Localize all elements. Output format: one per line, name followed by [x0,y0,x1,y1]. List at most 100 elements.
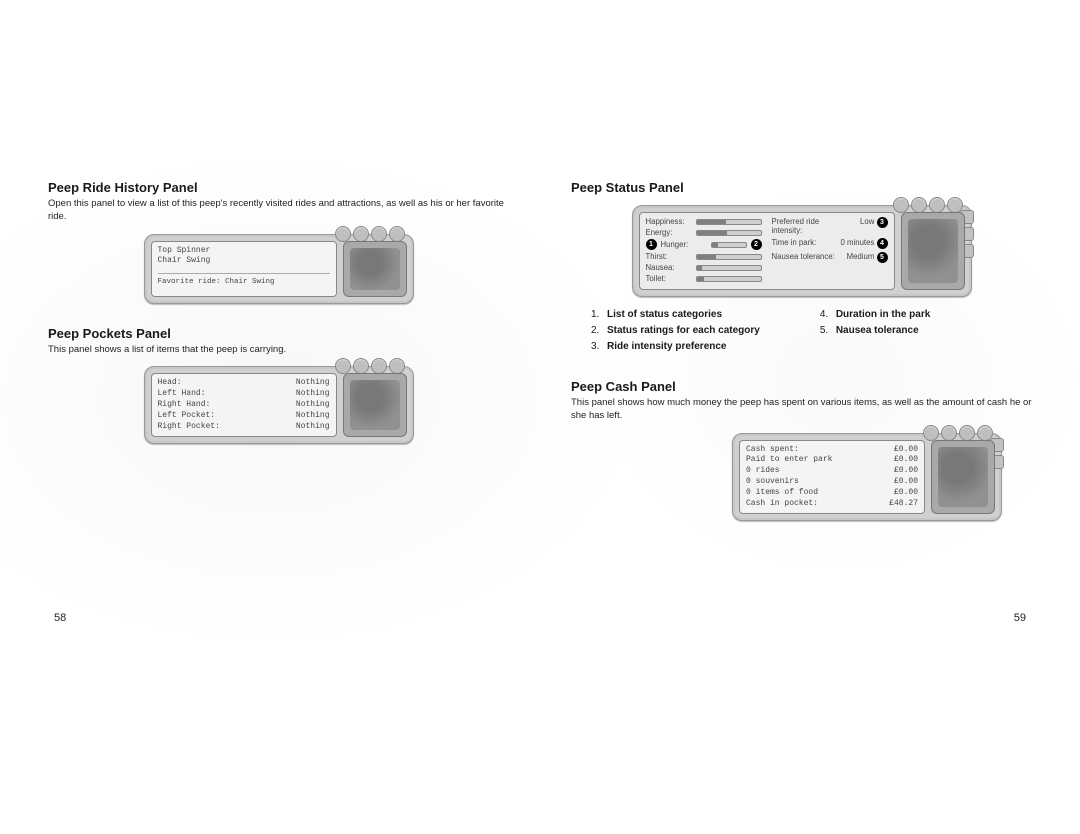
status-bar [696,254,762,260]
cash-val: £48.27 [889,499,918,510]
status-grid: Happiness: Energy: 1 Hunger: 2 Thirst: Nausea:… [639,212,895,290]
status-info-value: 0 minutes 4 [841,238,888,249]
status-bar-row: Energy: [646,228,762,237]
tab-icon [371,358,387,374]
pocket-key: Head: [158,378,182,389]
page-number-right: 59 [1014,612,1026,624]
cash-key: 0 souvenirs [746,477,799,488]
tab-icon [923,425,939,441]
status-info-label: Nausea tolerance: [772,252,835,263]
pocket-key: Left Hand: [158,389,206,400]
callout-2: 2 [751,239,762,250]
status-label: Nausea: [646,263,692,272]
legend-text: Nausea tolerance [836,325,919,336]
pocket-row: Left Hand:Nothing [158,389,330,400]
pockets-desc: This panel shows a list of items that th… [48,344,509,357]
page-number-left: 58 [54,612,66,624]
cash-key: 0 items of food [746,488,818,499]
legend-num: 4. [820,309,836,320]
cash-desc: This panel shows how much money the peep… [571,397,1032,423]
panel-tab-icons [893,197,963,213]
pocket-row: Right Hand: Nothing [158,400,330,411]
pocket-val: Nothing [296,411,330,422]
status-info-row: Time in park: 0 minutes 4 [772,238,888,249]
ride-item: Top Spinner [158,246,211,257]
pocket-row: Right Pocket: Nothing [158,422,330,433]
status-bar-row: Happiness: [646,217,762,226]
legend-item: 3.Ride intensity preference [591,341,760,352]
status-info-value: Low 3 [860,217,887,235]
legend-item: 4.Duration in the park [820,309,930,320]
status-bar [696,265,762,271]
legend-num: 2. [591,325,607,336]
tab-icon [335,358,351,374]
legend-num: 3. [591,341,607,352]
status-label: Energy: [646,228,692,237]
cash-row: Paid to enter park £0.00 [746,455,918,466]
callout-1: 1 [646,239,657,250]
status-info-label: Time in park: [772,238,817,249]
cash-row: 0 souvenirs £0.00 [746,477,918,488]
tab-icon [959,425,975,441]
favorite-ride: Favorite ride: Chair Swing [158,273,330,287]
pockets-section: Peep Pockets Panel This panel shows a li… [48,326,509,445]
cash-section: Peep Cash Panel This panel shows how muc… [571,379,1032,521]
status-info-col: Preferred ride intensity: Low 3 Time in pa… [772,217,888,285]
status-label: Thirst: [646,252,692,261]
status-info-label: Preferred ride intensity: [772,217,842,235]
cash-key: Paid to enter park [746,455,832,466]
status-info-value: Medium 5 [847,252,888,263]
cash-val: £0.00 [894,477,918,488]
pocket-val: Nothing [296,422,330,433]
status-info-row: Nausea tolerance: Medium 5 [772,252,888,263]
status-label: Hunger: [661,240,707,249]
page-right: Peep Status Panel Happiness:Energy:1Hung… [571,180,1032,543]
tab-icon [389,226,405,242]
legend-col: 4.Duration in the park 5.Nausea tolerance [820,309,930,357]
pocket-row: Left Pocket:Nothing [158,411,330,422]
pocket-val: Nothing [296,400,330,411]
page-left: Peep Ride History Panel Open this panel … [48,180,509,543]
legend-col: 1.List of status categories2.Status rati… [591,309,760,357]
legend-item: 2.Status ratings for each category [591,325,760,336]
peep-thumbnail [931,440,995,515]
legend-text: Ride intensity preference [607,341,726,352]
peep-thumbnail [343,373,407,437]
legend-num: 1. [591,309,607,320]
legend-text: Status ratings for each category [607,325,760,336]
ride-history-desc: Open this panel to view a list of this p… [48,198,509,224]
status-bar-row: Thirst: [646,252,762,261]
pocket-key: Right Pocket: [158,422,220,433]
status-legend: 1.List of status categories2.Status rati… [591,309,1032,357]
cash-title: Peep Cash Panel [571,379,1032,394]
tab-icon [941,425,957,441]
status-bar [711,242,747,248]
status-section: Peep Status Panel Happiness:Energy:1Hung… [571,180,1032,357]
pocket-key: Right Hand: [158,400,211,411]
cash-row: 0 rides £0.00 [746,466,918,477]
cash-val: £0.00 [894,455,918,466]
panel-tab-icons [335,226,405,242]
cash-val: £0.00 [894,466,918,477]
tab-icon [911,197,927,213]
panel-tab-icons [335,358,405,374]
callout-icon: 3 [877,217,888,228]
status-bar [696,276,762,282]
status-label: Toilet: [646,274,692,283]
status-panel: Happiness: Energy: 1 Hunger: 2 Thirst: Nausea:… [632,205,972,297]
tab-icon [371,226,387,242]
panel-tab-icons [923,425,993,441]
ride-history-list: Top Spinner Chair Swing Favorite ride: C… [151,241,337,297]
status-bar [696,219,762,225]
pockets-title: Peep Pockets Panel [48,326,509,341]
two-page-spread: Peep Ride History Panel Open this panel … [0,0,1080,543]
callout-icon: 4 [877,238,888,249]
cash-val: £0.00 [894,445,918,456]
status-bar-row: Nausea: [646,263,762,272]
ride-history-section: Peep Ride History Panel Open this panel … [48,180,509,304]
tab-icon [893,197,909,213]
cash-key: 0 rides [746,466,780,477]
cash-key: Cash in pocket: [746,499,818,510]
legend-num: 5. [820,325,836,336]
pockets-panel: Head:NothingLeft Hand:NothingRight Hand:… [144,366,414,444]
